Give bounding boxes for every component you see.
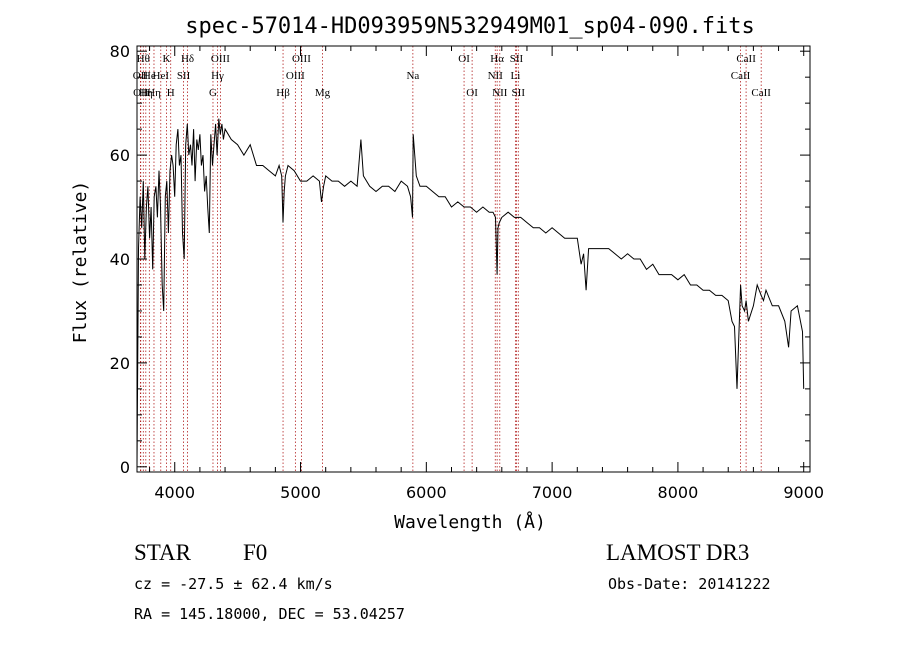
redshift-cz: cz = -27.5 ± 62.4 km/s xyxy=(134,575,333,593)
ra-dec: RA = 145.18000, DEC = 53.04257 xyxy=(134,605,405,623)
line-label: HeI xyxy=(153,70,170,82)
line-label: H xyxy=(167,87,175,99)
line-label: OIII xyxy=(292,53,311,65)
line-label: OIII xyxy=(286,70,305,82)
line-label: CaII xyxy=(731,70,751,82)
line-label: Hη xyxy=(147,87,161,99)
x-tick-label: 4000 xyxy=(154,483,195,502)
line-label: Hη xyxy=(139,87,153,99)
y-tick-label: 0 xyxy=(120,458,130,477)
subclass: F0 xyxy=(243,540,268,565)
object-class: STAR xyxy=(134,540,191,565)
x-tick-label: 9000 xyxy=(783,483,824,502)
emission-line-markers xyxy=(139,46,762,472)
spectrum-line xyxy=(136,118,805,467)
line-label: OIII xyxy=(211,53,230,65)
line-label: NII xyxy=(488,70,504,82)
survey-name: LAMOST DR3 xyxy=(606,540,750,565)
y-tick-label: 40 xyxy=(110,250,130,269)
y-axis-ticks: 0 20 40 60 80 xyxy=(110,42,810,477)
x-tick-label: 6000 xyxy=(406,483,447,502)
line-label: Na xyxy=(406,70,419,82)
line-label: K xyxy=(162,53,170,65)
x-axis-label: Wavelength (Å) xyxy=(394,511,546,533)
y-tick-label: 60 xyxy=(110,146,130,165)
line-label: G xyxy=(209,87,217,99)
line-label: He xyxy=(143,70,156,82)
y-tick-label: 80 xyxy=(110,42,130,61)
line-label: OI xyxy=(458,53,470,65)
line-label: Hβ xyxy=(276,87,290,99)
line-label: NII xyxy=(492,87,508,99)
line-label: Hα xyxy=(490,53,504,65)
line-label: SII xyxy=(512,87,526,99)
obs-date: Obs-Date: 20141222 xyxy=(608,575,771,593)
x-tick-label: 5000 xyxy=(280,483,321,502)
line-label: Hδ xyxy=(181,53,194,65)
chart-title: spec-57014-HD093959N532949M01_sp04-090.f… xyxy=(185,14,755,39)
line-label: Hγ xyxy=(211,70,224,82)
line-label: SII xyxy=(510,53,524,65)
y-axis-label: Flux (relative) xyxy=(70,181,91,344)
spectrum-chart: spec-57014-HD093959N532949M01_sp04-090.f… xyxy=(70,14,824,533)
x-tick-label: 7000 xyxy=(532,483,573,502)
emission-line-labels: OIIOIIHθHηHeHηHeIKHSIIHδGHγOIIIHβOIIIOII… xyxy=(133,53,772,99)
line-label: SII xyxy=(177,70,191,82)
line-label: OI xyxy=(466,87,478,99)
x-tick-label: 8000 xyxy=(658,483,699,502)
plot-frame xyxy=(136,45,811,473)
x-axis-ticks: 4000 5000 6000 7000 8000 9000 xyxy=(149,46,824,502)
line-label: Li xyxy=(510,70,520,82)
y-tick-label: 20 xyxy=(110,354,130,373)
line-label: CaII xyxy=(751,87,771,99)
line-label: Mg xyxy=(315,87,331,99)
line-label: Hθ xyxy=(137,53,150,65)
line-label: CaII xyxy=(736,53,756,65)
